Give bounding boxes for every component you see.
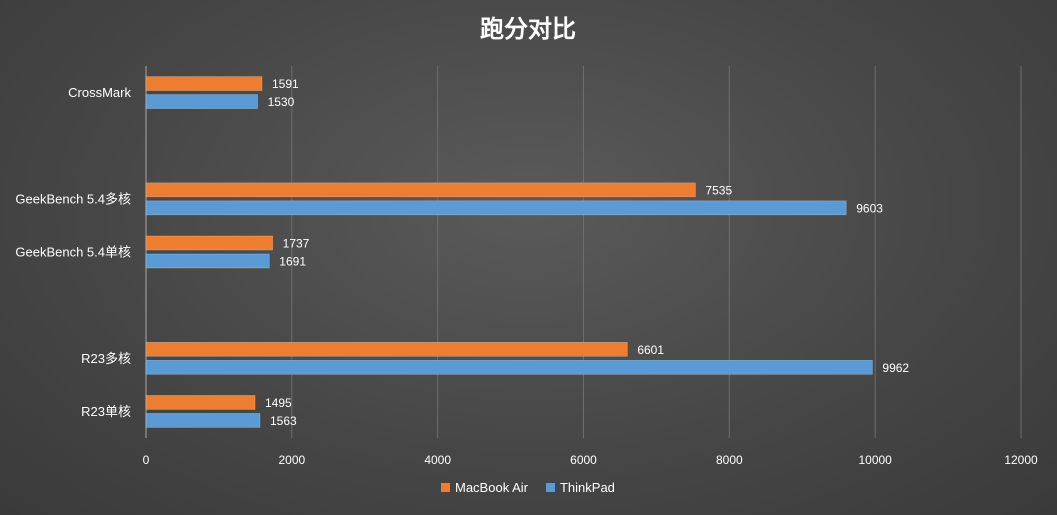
bar-thinkpad: [145, 200, 847, 216]
x-tick-label: 0: [143, 453, 150, 467]
category-label: GeekBench 5.4单核: [15, 245, 131, 260]
x-tick-label: 6000: [570, 453, 597, 467]
legend-label-thinkpad: ThinkPad: [560, 480, 615, 495]
bar-macbook-air: [145, 395, 256, 410]
x-tick-label: 10000: [858, 453, 892, 467]
bar-macbook-air: [145, 341, 628, 357]
data-label: 7535: [705, 183, 732, 197]
bar-macbook-air: [145, 235, 273, 251]
x-tick-label: 8000: [716, 453, 743, 467]
data-label: 1563: [270, 414, 297, 428]
data-label: 1591: [272, 77, 299, 91]
legend-label-macbook-air: MacBook Air: [455, 480, 529, 495]
category-label: R23多核: [81, 351, 131, 366]
bar-thinkpad: [145, 94, 258, 109]
data-label: 1691: [279, 255, 306, 269]
legend-swatch-thinkpad: [545, 483, 555, 492]
labels: 0 2000 4000 6000 8000 10000 12000 CrossMark 1591…: [15, 77, 1038, 467]
category-label: CrossMark: [68, 85, 131, 100]
x-tick-label: 4000: [424, 453, 451, 467]
data-label: 6601: [637, 343, 664, 357]
data-label: 1737: [283, 237, 310, 251]
chart-title: 跑分对比: [480, 15, 576, 43]
bar-thinkpad: [145, 359, 873, 375]
bars: [145, 76, 873, 428]
data-label: 9962: [882, 361, 909, 375]
bar-thinkpad: [145, 413, 261, 428]
category-label: GeekBench 5.4多核: [15, 191, 131, 206]
data-label: 9603: [856, 201, 883, 215]
data-label: 1495: [265, 396, 292, 410]
bar-thinkpad: [145, 253, 270, 269]
legend: MacBook Air ThinkPad: [441, 480, 615, 495]
x-tick-label: 2000: [278, 453, 305, 467]
bar-macbook-air: [145, 182, 696, 198]
bar-macbook-air: [145, 76, 263, 91]
gridlines: [145, 66, 1022, 438]
category-label: R23单核: [81, 404, 131, 419]
data-label: 1530: [268, 95, 295, 109]
legend-swatch-macbook-air: [441, 483, 450, 492]
x-tick-label: 12000: [1004, 453, 1038, 467]
